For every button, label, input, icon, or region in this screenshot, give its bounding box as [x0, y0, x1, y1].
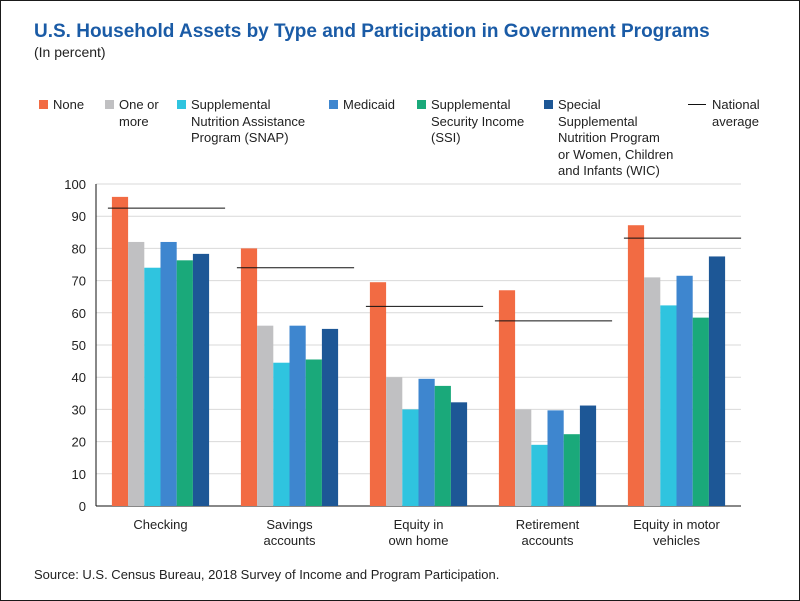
x-tick-label: Retirement accounts: [516, 517, 580, 548]
bar: [160, 241, 177, 506]
bar: [547, 410, 564, 506]
chart-subtitle: (In percent): [34, 44, 106, 60]
y-tick-label: 10: [72, 467, 86, 482]
bar: [386, 377, 403, 506]
bar: [450, 402, 468, 506]
bar: [402, 409, 419, 506]
legend-swatch-medicaid: [329, 100, 338, 109]
x-tick-label: Savings accounts: [263, 517, 316, 548]
legend-label: One or more: [119, 97, 159, 129]
bar: [144, 267, 161, 506]
y-tick-label: 20: [72, 435, 86, 450]
y-tick-label: 60: [72, 306, 86, 321]
bar: [192, 253, 210, 506]
bar: [369, 282, 387, 506]
bar: [515, 409, 532, 506]
source-note: Source: U.S. Census Bureau, 2018 Survey …: [34, 567, 500, 582]
bar: [111, 196, 129, 506]
legend-label: None: [53, 97, 85, 112]
bar: [563, 434, 580, 506]
bar: [498, 290, 516, 506]
chart-title: U.S. Household Assets by Type and Partic…: [34, 21, 710, 42]
y-tick-label: 80: [72, 241, 86, 256]
legend-label: Supplemental Nutrition Assistance Progra…: [191, 97, 306, 145]
y-tick-label: 70: [72, 274, 86, 289]
bar: [660, 305, 677, 506]
y-tick-label: 50: [72, 338, 86, 353]
bar: [257, 325, 274, 506]
y-tick-label: 40: [72, 370, 86, 385]
legend-label: Medicaid: [343, 97, 396, 112]
bar: [321, 328, 339, 506]
bar: [273, 362, 290, 506]
y-tick-label: 0: [79, 499, 86, 514]
bar: [627, 225, 645, 506]
bar: [692, 317, 709, 506]
x-tick-label: Equity in own home: [389, 517, 449, 548]
x-tick-label: Checking: [133, 517, 187, 532]
legend-label: Special Supplemental Nutrition Program o…: [558, 97, 674, 178]
bar: [289, 325, 306, 506]
legend-line-national-average: [688, 104, 706, 105]
x-tick-label: Equity in motor vehicles: [633, 517, 720, 548]
legend-swatch-wic: [544, 100, 553, 109]
bar: [579, 405, 597, 506]
legend-swatch-snap: [177, 100, 186, 109]
bar: [128, 241, 145, 506]
legend-label: National average: [712, 97, 760, 129]
y-tick-label: 100: [64, 177, 86, 192]
bar: [434, 385, 451, 506]
bar: [418, 378, 435, 506]
bar: [305, 359, 322, 506]
bar: [176, 260, 193, 506]
legend-swatch-none: [39, 100, 48, 109]
bar: [708, 256, 726, 506]
y-tick-label: 90: [72, 209, 86, 224]
legend-label: Supplemental Security Income (SSI): [431, 97, 525, 145]
legend-swatch-one-or-more: [105, 100, 114, 109]
bar: [531, 444, 548, 506]
bar: [644, 277, 661, 506]
bar: [676, 275, 693, 506]
y-tick-label: 30: [72, 402, 86, 417]
legend-swatch-ssi: [417, 100, 426, 109]
bar: [240, 248, 258, 506]
